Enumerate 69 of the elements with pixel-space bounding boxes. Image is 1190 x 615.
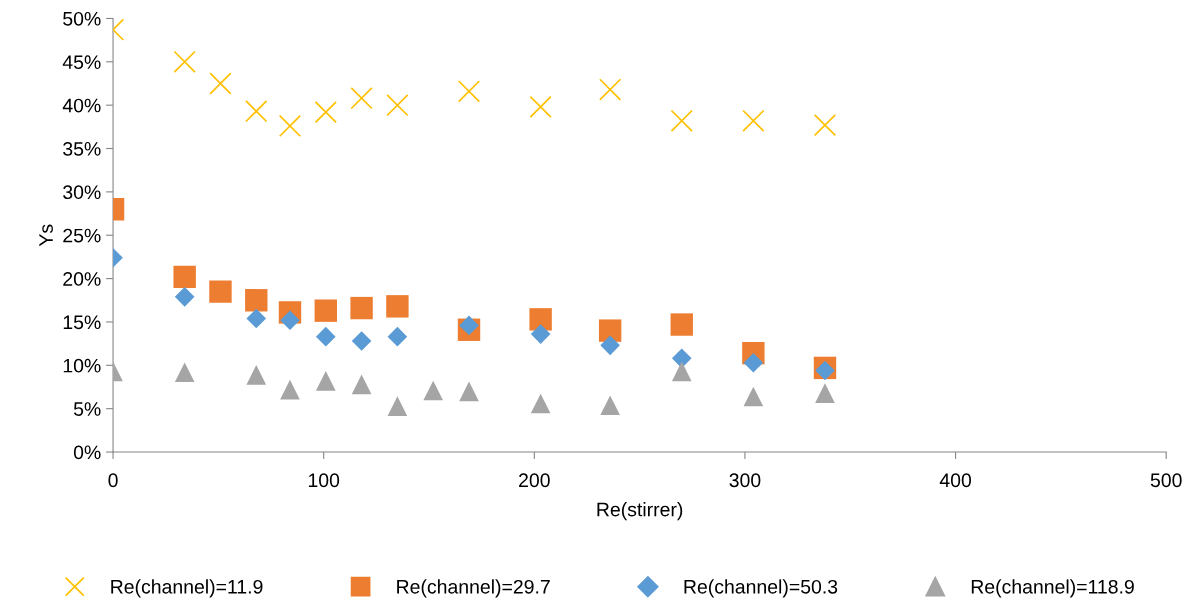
point: [245, 289, 268, 312]
legend-label: Re(channel)=50.3: [684, 579, 838, 598]
point: [529, 308, 552, 331]
y-axis-title: Ys: [39, 224, 53, 247]
point: [246, 308, 267, 329]
point: [386, 295, 409, 318]
point: [671, 348, 692, 369]
x-tick-label: 200: [519, 473, 550, 488]
point: [314, 299, 337, 322]
x-axis-title: Re(stirrer): [597, 502, 683, 521]
point: [209, 72, 232, 95]
y-tick-label: 0%: [73, 445, 101, 460]
point: [815, 383, 835, 403]
point: [598, 319, 622, 342]
y-tick-label: 40%: [62, 98, 101, 113]
point: [350, 87, 373, 110]
x-tick-label: 0: [108, 473, 118, 488]
x-tick-label: 300: [729, 473, 761, 488]
point: [173, 265, 196, 289]
x-tick-label: 500: [1150, 473, 1182, 488]
point: [351, 374, 372, 395]
point: [600, 335, 620, 356]
point: [174, 286, 195, 307]
point: [246, 365, 267, 385]
point: [315, 326, 336, 347]
point: [530, 393, 551, 414]
point: [529, 95, 552, 119]
y-tick-label: 35%: [63, 141, 101, 156]
point: [314, 100, 337, 124]
point: [670, 109, 693, 132]
y-tick-label: 10%: [63, 358, 101, 373]
point: [350, 296, 373, 320]
legend-label: Re(channel)=118.9: [971, 579, 1134, 598]
point: [459, 315, 479, 336]
point: [813, 113, 837, 137]
point: [599, 78, 622, 101]
point: [387, 326, 408, 347]
point: [671, 361, 692, 382]
point: [600, 395, 620, 416]
y-tick-label: 30%: [63, 185, 101, 200]
point: [457, 80, 481, 103]
y-tick-label: 25%: [63, 228, 101, 243]
point: [245, 100, 268, 123]
point: [742, 109, 765, 132]
point: [173, 50, 196, 73]
point: [174, 362, 195, 383]
y-tick-label: 5%: [73, 402, 101, 416]
x-tick-label: 400: [939, 473, 972, 488]
point: [530, 324, 551, 344]
point: [743, 386, 764, 407]
point: [670, 313, 693, 336]
y-tick-label: 15%: [63, 315, 101, 330]
point: [423, 380, 444, 401]
x-tick-label: 100: [308, 473, 340, 488]
legend-label: Re(channel)=29.7: [397, 579, 550, 598]
y-tick-label: 50%: [63, 11, 101, 26]
point: [351, 331, 372, 351]
point: [278, 114, 302, 138]
y-tick-label: 20%: [63, 272, 101, 286]
point: [209, 280, 232, 303]
point: [386, 94, 409, 117]
point: [387, 396, 408, 416]
legend-label: Re(channel)=11.9: [111, 579, 263, 598]
y-tick-label: 45%: [62, 55, 101, 70]
point: [280, 379, 300, 400]
point: [280, 310, 300, 331]
point: [315, 371, 336, 391]
point: [743, 352, 764, 373]
point: [459, 381, 479, 402]
